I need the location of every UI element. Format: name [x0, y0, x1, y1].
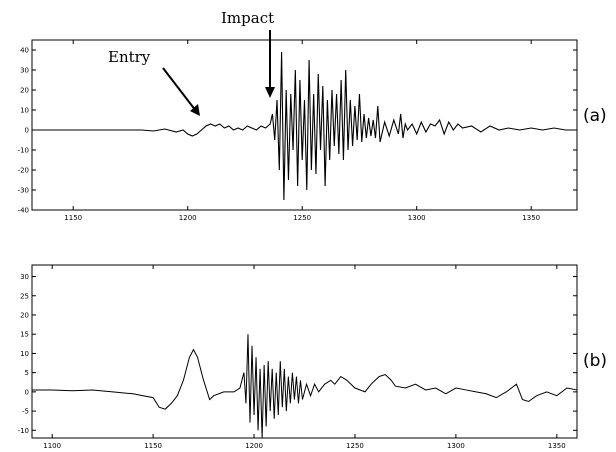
panel-a-y-tick-label: 30: [20, 67, 29, 75]
panel-a: 1150 1200 1250 1300 1350 -40 -30 -20 -10 0 10 20 30 4…: [18, 9, 607, 222]
panel-a-y-tick-label: 40: [20, 47, 29, 55]
panel-b-y-tick-label: 10: [20, 350, 29, 358]
entry-arrowhead: [190, 104, 200, 116]
panel-a-y-tick-label: 20: [20, 87, 29, 95]
panel-b-y-tick-label: 15: [20, 331, 29, 339]
panel-a-series-line: [32, 51, 577, 201]
panel-b-y-tick-label: 0: [25, 388, 29, 396]
panel-a-y-tick-label: 0: [25, 127, 29, 135]
panel-a-y-tick-label: -30: [18, 187, 29, 195]
impact-arrowhead: [265, 87, 275, 98]
panel-b-x-tick-label: 1100: [43, 442, 61, 450]
panel-b-y-tick-label: 20: [20, 311, 29, 319]
panel-b-ticks: 1100 1150 1200 1250 1300 1350 -10 -5 0 5 10 15 20 25 3…: [18, 265, 577, 450]
panel-a-plot-frame: [31, 39, 578, 211]
panel-b-plot-frame: [31, 264, 578, 439]
panel-a-ticks: 1150 1200 1250 1300 1350 -40 -30 -20 -10 0 10 20 30 4…: [18, 40, 577, 222]
panel-a-y-tick-label: -20: [18, 167, 29, 175]
panel-b-label: (b): [583, 351, 607, 371]
panel-b-x-tick-label: 1200: [245, 442, 263, 450]
impact-annotation-label: Impact: [221, 9, 274, 27]
panel-b-x-tick-label: 1300: [447, 442, 465, 450]
panel-a-x-tick-label: 1350: [522, 214, 540, 222]
panel-b-y-tick-label: 25: [20, 292, 29, 300]
panel-a-label: (a): [583, 106, 607, 126]
panel-a-x-tick-label: 1300: [408, 214, 426, 222]
panel-a-y-tick-label: -40: [18, 207, 29, 215]
panel-b-x-tick-label: 1250: [346, 442, 364, 450]
panel-b-y-tick-label: 30: [20, 273, 29, 281]
panel-b-y-tick-label: -10: [18, 427, 29, 435]
entry-arrow: [162, 67, 197, 112]
panel-b-x-tick-label: 1150: [144, 442, 162, 450]
entry-annotation-label: Entry: [108, 48, 151, 66]
panel-a-x-tick-label: 1250: [293, 214, 311, 222]
panel-b-series-line: [32, 334, 578, 439]
panel-a-x-tick-label: 1200: [179, 214, 197, 222]
panel-a-x-tick-label: 1150: [64, 214, 82, 222]
panel-a-y-tick-label: -10: [18, 147, 29, 155]
panel-b-y-tick-label: -5: [22, 408, 29, 416]
panel-b: 1100 1150 1200 1250 1300 1350 -10 -5 0 5 10 15 20 25 3…: [18, 264, 607, 450]
panel-b-y-tick-label: 5: [25, 369, 29, 377]
panel-a-y-tick-label: 10: [20, 107, 29, 115]
panel-b-x-tick-label: 1350: [548, 442, 566, 450]
